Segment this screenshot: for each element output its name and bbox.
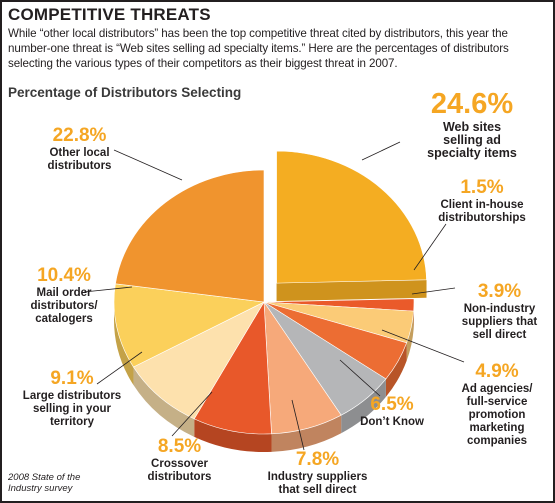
leader-line — [96, 351, 143, 385]
slice-side — [406, 311, 414, 361]
slice-label: 7.8% Industry suppliers that sell direct — [260, 450, 375, 497]
slice-caption: Large distributors selling in your territo… — [22, 390, 122, 428]
slice-percent: 8.5% — [157, 436, 202, 457]
slice-percent: 3.9% — [477, 281, 522, 302]
slice-side — [385, 342, 407, 397]
pie-slice — [113, 283, 266, 368]
pie-slice — [133, 301, 265, 420]
slice-caption: Client in-house distributorships — [438, 199, 526, 224]
slice-side — [133, 367, 195, 437]
intro-text: While “other local distributors” has bee… — [8, 27, 509, 70]
leader-line — [381, 329, 465, 363]
leader-line — [83, 286, 133, 293]
slice-side — [271, 415, 342, 452]
slice-label: 10.4% Mail order distributors/catalogers — [14, 266, 114, 326]
source-note: 2008 State of the Industry survey — [8, 472, 81, 494]
slice-label: 4.9% Ad agencies/full-service promotion mar… — [447, 362, 547, 448]
slice-label: 24.6% Web sites selling ad specialty items — [402, 90, 542, 160]
slice-percent: 10.4% — [37, 265, 91, 286]
slice-percent: 9.1% — [50, 368, 94, 389]
slice-caption: Industry suppliers that sell direct — [267, 471, 368, 496]
slice-caption: Ad agencies/full-service promotion marketi… — [461, 383, 533, 447]
slice-label: 3.9% Non-industry suppliers that sell direc… — [452, 282, 547, 342]
slice-side — [276, 279, 427, 302]
pie-slices — [113, 150, 427, 435]
slice-label: 9.1% Large distributors selling in your ter… — [17, 369, 127, 429]
leader-line — [361, 141, 401, 161]
slice-caption: Web sites selling ad specialty items — [427, 120, 517, 160]
slice-label: 8.5% Crossover distributors — [132, 437, 227, 484]
slice-percent: 7.8% — [295, 449, 340, 470]
slice-caption: Crossover distributors — [147, 458, 212, 483]
leader-lines — [83, 141, 465, 451]
pie-slice — [115, 169, 265, 303]
leader-line — [171, 391, 213, 437]
slice-side — [194, 418, 272, 452]
pie-slice — [276, 150, 427, 284]
leader-line — [113, 149, 183, 181]
slice-side — [114, 302, 134, 386]
chart-title: Percentage of Distributors Selecting — [8, 85, 242, 100]
pie-3d-sides — [114, 279, 427, 452]
slice-label: 22.8% Other local distributors — [32, 126, 127, 173]
slice-caption: Mail order distributors/catalogers — [30, 287, 98, 325]
leader-line — [413, 223, 447, 271]
leader-line — [339, 359, 381, 397]
slice-side — [341, 378, 386, 434]
slice-caption: Non-industry suppliers that sell direct — [461, 303, 538, 341]
leader-line — [411, 287, 456, 295]
slice-percent: 22.8% — [52, 125, 107, 146]
leader-line — [291, 399, 305, 451]
slice-percent: 1.5% — [460, 177, 504, 198]
slice-caption: Don’t Know — [360, 416, 424, 428]
slice-percent: 24.6% — [430, 88, 514, 120]
slice-percent: 4.9% — [475, 361, 519, 382]
slice-label: 1.5% Client in-house distributorships — [427, 178, 537, 225]
slice-label: 6.5% Don’t Know — [357, 395, 427, 429]
slice-caption: Other local distributors — [47, 147, 112, 172]
slice-percent: 6.5% — [370, 394, 414, 415]
headline: COMPETITIVE THREATS — [8, 5, 211, 24]
